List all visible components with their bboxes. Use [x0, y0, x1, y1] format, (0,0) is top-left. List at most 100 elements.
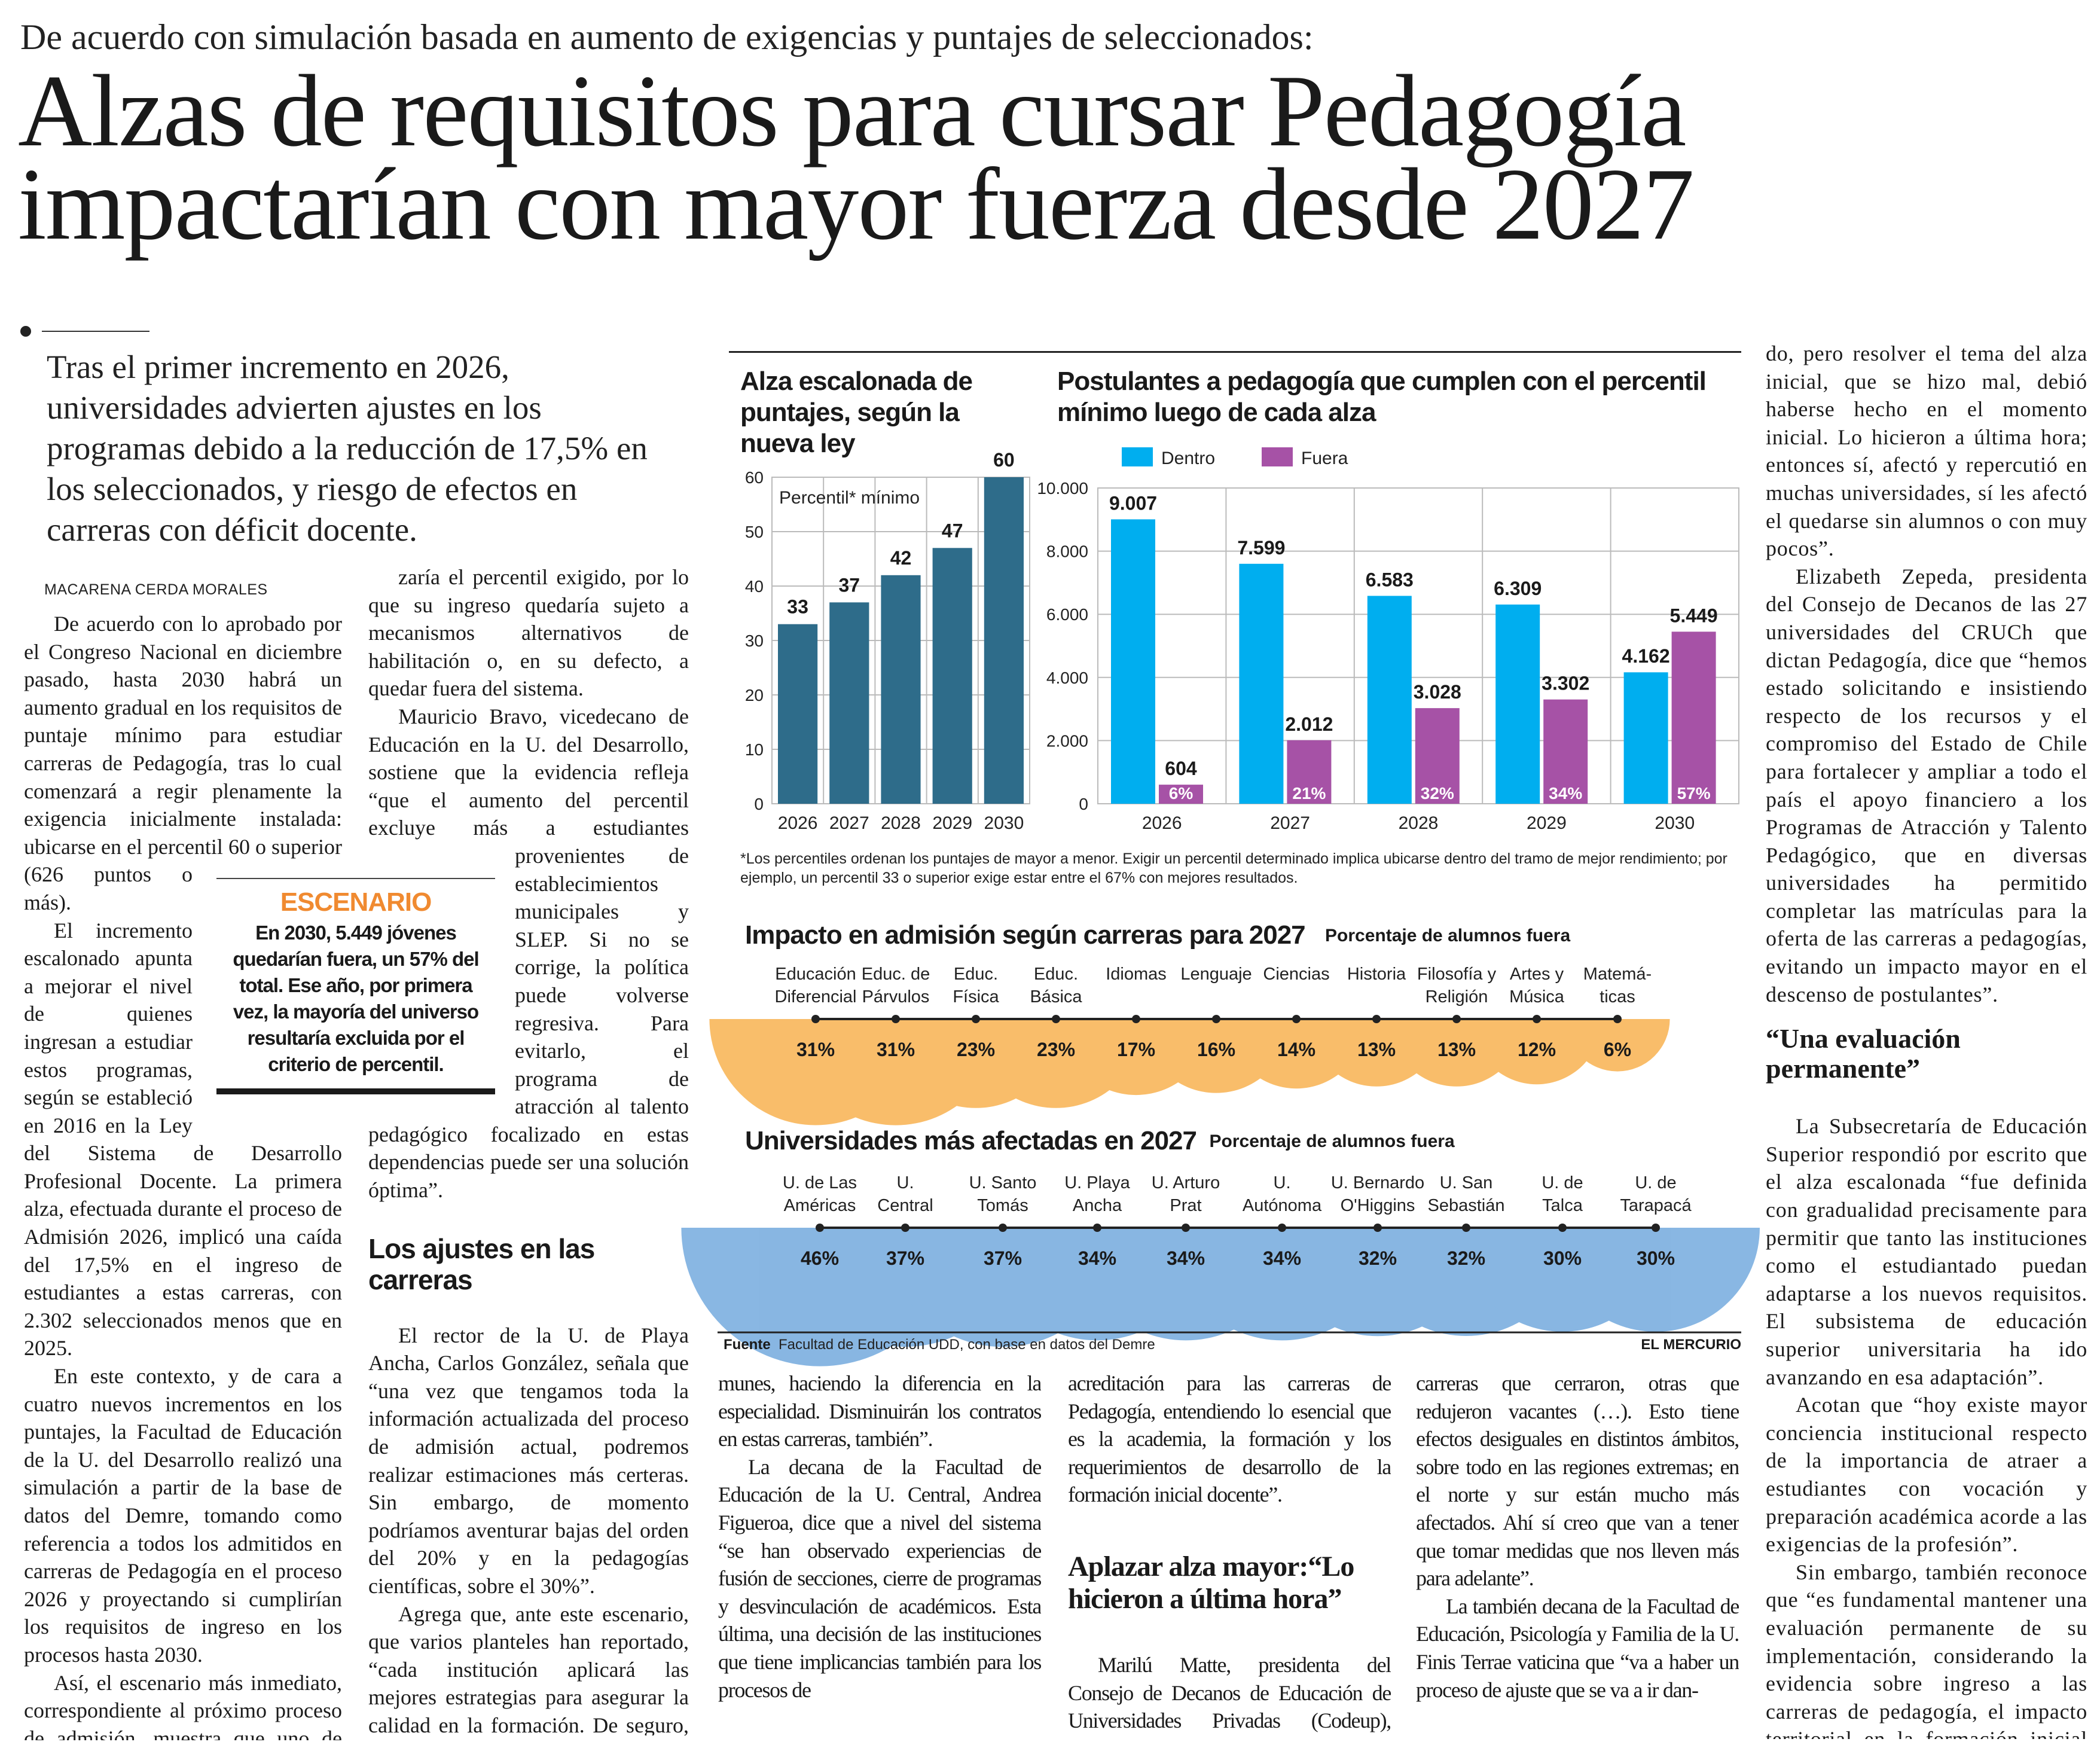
article-column-2: zaría el percentil exigido, por lo que s…: [368, 563, 689, 1735]
x-tick-label: 2030: [1655, 813, 1695, 833]
category-label: ticas: [1600, 987, 1635, 1006]
y-tick-label: 50: [745, 523, 764, 541]
bar-percent-label: 57%: [1677, 784, 1711, 803]
bubble-value-label: 37%: [886, 1247, 924, 1269]
publication-credit: EL MERCURIO: [1641, 1337, 1741, 1353]
dot-marker: [1212, 1015, 1220, 1023]
x-tick-label: 2029: [932, 813, 972, 833]
dot-marker: [1132, 1015, 1140, 1023]
bubble-value-label: 32%: [1447, 1247, 1485, 1269]
chart-title-postulantes: Postulantes a pedagogía que cumplen con …: [1057, 367, 1707, 427]
bubble-value-label: 37%: [984, 1247, 1022, 1269]
escenario-text: En 2030, 5.449 jóvenes quedarían fuera, …: [233, 922, 479, 1075]
dot-marker: [1452, 1015, 1461, 1023]
legend-swatch-dentro: [1122, 447, 1153, 466]
bubbles: [709, 1019, 1670, 1125]
article-column-3: munes, haciendo la diferencia en la espe…: [718, 1369, 1041, 1740]
bubble-value-label: 30%: [1637, 1247, 1675, 1269]
bar-value-label: 604: [1165, 758, 1197, 779]
paragraph: La también decana de la Facultad de Educ…: [1416, 1594, 1739, 1702]
paragraph: La Subsecretaría de Educación Superior r…: [1766, 1114, 2087, 1389]
bubble-value-label: 13%: [1437, 1039, 1476, 1060]
bar: [881, 575, 921, 804]
y-tick-label: 0: [1079, 795, 1088, 813]
category-label: Básica: [1030, 987, 1082, 1006]
paragraph: Acotan que “hoy existe mayor conciencia …: [1766, 1393, 2087, 1557]
dot-marker: [1558, 1224, 1567, 1232]
x-tick-label: 2030: [984, 813, 1024, 833]
category-label: U. Playa: [1064, 1173, 1130, 1192]
paragraph: Así, el escenario más inmediato, corresp…: [24, 1670, 342, 1740]
bubble-value-label: 13%: [1357, 1039, 1396, 1060]
bar-fuera: [1671, 632, 1716, 804]
bar-value-label: 47: [942, 520, 963, 541]
bar-percent-label: 34%: [1549, 784, 1582, 803]
headline-line: impactarían con mayor fuerza desde 2027: [18, 148, 1695, 261]
legend-label: Dentro: [1161, 449, 1215, 468]
bar-value-label: 42: [890, 547, 912, 569]
y-tick-label: 40: [745, 577, 764, 596]
chart-title-puntajes: Alza escalonada de puntajes, según la nu…: [740, 367, 973, 458]
bubble-value-label: 30%: [1543, 1247, 1582, 1269]
bubble-value-label: 34%: [1167, 1247, 1205, 1269]
paragraph: Agrega que, ante este escenario, que var…: [368, 1601, 689, 1735]
y-tick-label: 6.000: [1046, 605, 1088, 624]
category-label: Educ.: [954, 965, 998, 984]
paragraph: munes, haciendo la diferencia en la espe…: [718, 1371, 1041, 1451]
x-tick-label: 2028: [881, 813, 921, 833]
bar-value-label: 33: [787, 596, 808, 618]
dot-marker: [1652, 1224, 1660, 1232]
x-tick-label: 2026: [778, 813, 818, 833]
divider: [729, 351, 1741, 353]
bar-value-label: 60: [993, 449, 1015, 471]
dot-marker: [1182, 1224, 1190, 1232]
dot-marker: [1462, 1224, 1470, 1232]
bubble-value-label: 46%: [801, 1247, 839, 1269]
dot-marker: [892, 1015, 900, 1023]
section-heading: “Una evaluación permanente”: [1766, 1023, 1961, 1084]
dot-marker: [1372, 1015, 1381, 1023]
bubble: [1565, 1019, 1670, 1072]
paragraph: acreditación para las carreras de Pedago…: [1068, 1371, 1391, 1507]
category-label: Lenguaje: [1180, 965, 1252, 984]
bubble-value-label: 12%: [1518, 1039, 1556, 1060]
divider: [42, 331, 149, 332]
section-heading: Aplazar alza mayor:“Lo hicieron a última…: [1068, 1550, 1354, 1615]
category-label: Diferencial: [775, 987, 857, 1006]
dot-marker: [1292, 1015, 1301, 1023]
bubble-value-label: 34%: [1078, 1247, 1116, 1269]
category-label: U. Santo: [969, 1173, 1037, 1192]
category-label: U. de: [1635, 1173, 1676, 1192]
dot-marker: [1613, 1015, 1622, 1023]
bar: [932, 548, 972, 804]
bar-value-label: 2.012: [1285, 713, 1333, 735]
category-label: Música: [1509, 987, 1565, 1006]
category-label: U. de Las: [783, 1173, 857, 1192]
category-label: Educ. de: [862, 965, 930, 984]
bar: [829, 602, 869, 804]
decorative-dot: [20, 326, 31, 337]
chart-title: Universidades más afectadas en 2027: [745, 1126, 1196, 1155]
escenario-box: ESCENARIO En 2030, 5.449 jóvenes quedarí…: [216, 878, 495, 1094]
dot-marker: [972, 1015, 980, 1023]
category-label: Idiomas: [1106, 965, 1167, 984]
article-column-1: De acuerdo con lo aprobado por el Congre…: [24, 610, 342, 1740]
dot-marker: [811, 1015, 820, 1023]
legend-label: Fuera: [1301, 449, 1348, 468]
bubble-value-label: 23%: [1037, 1039, 1075, 1060]
bar: [984, 477, 1024, 804]
x-tick-label: 2028: [1399, 813, 1439, 833]
legend-swatch-fuera: [1262, 447, 1293, 466]
bubble-value-label: 6%: [1604, 1039, 1631, 1060]
article-column-6: do, pero resolver el tema del alza inici…: [1766, 340, 2087, 1739]
category-label: Educación: [775, 965, 856, 984]
paragraph: Sin embargo, también reconoce que “es fu…: [1766, 1560, 2087, 1739]
chart-subtitle: Porcentaje de alumnos fuera: [1325, 926, 1570, 945]
category-label: Américas: [784, 1196, 856, 1215]
bar-value-label: 4.162: [1622, 645, 1670, 667]
category-label: U. Bernardo: [1331, 1173, 1424, 1192]
paragraph: Marilú Matte, presidenta del Consejo de …: [1068, 1652, 1391, 1740]
bar-value-label: 9.007: [1109, 492, 1157, 514]
category-label: Matemá-: [1583, 965, 1652, 984]
